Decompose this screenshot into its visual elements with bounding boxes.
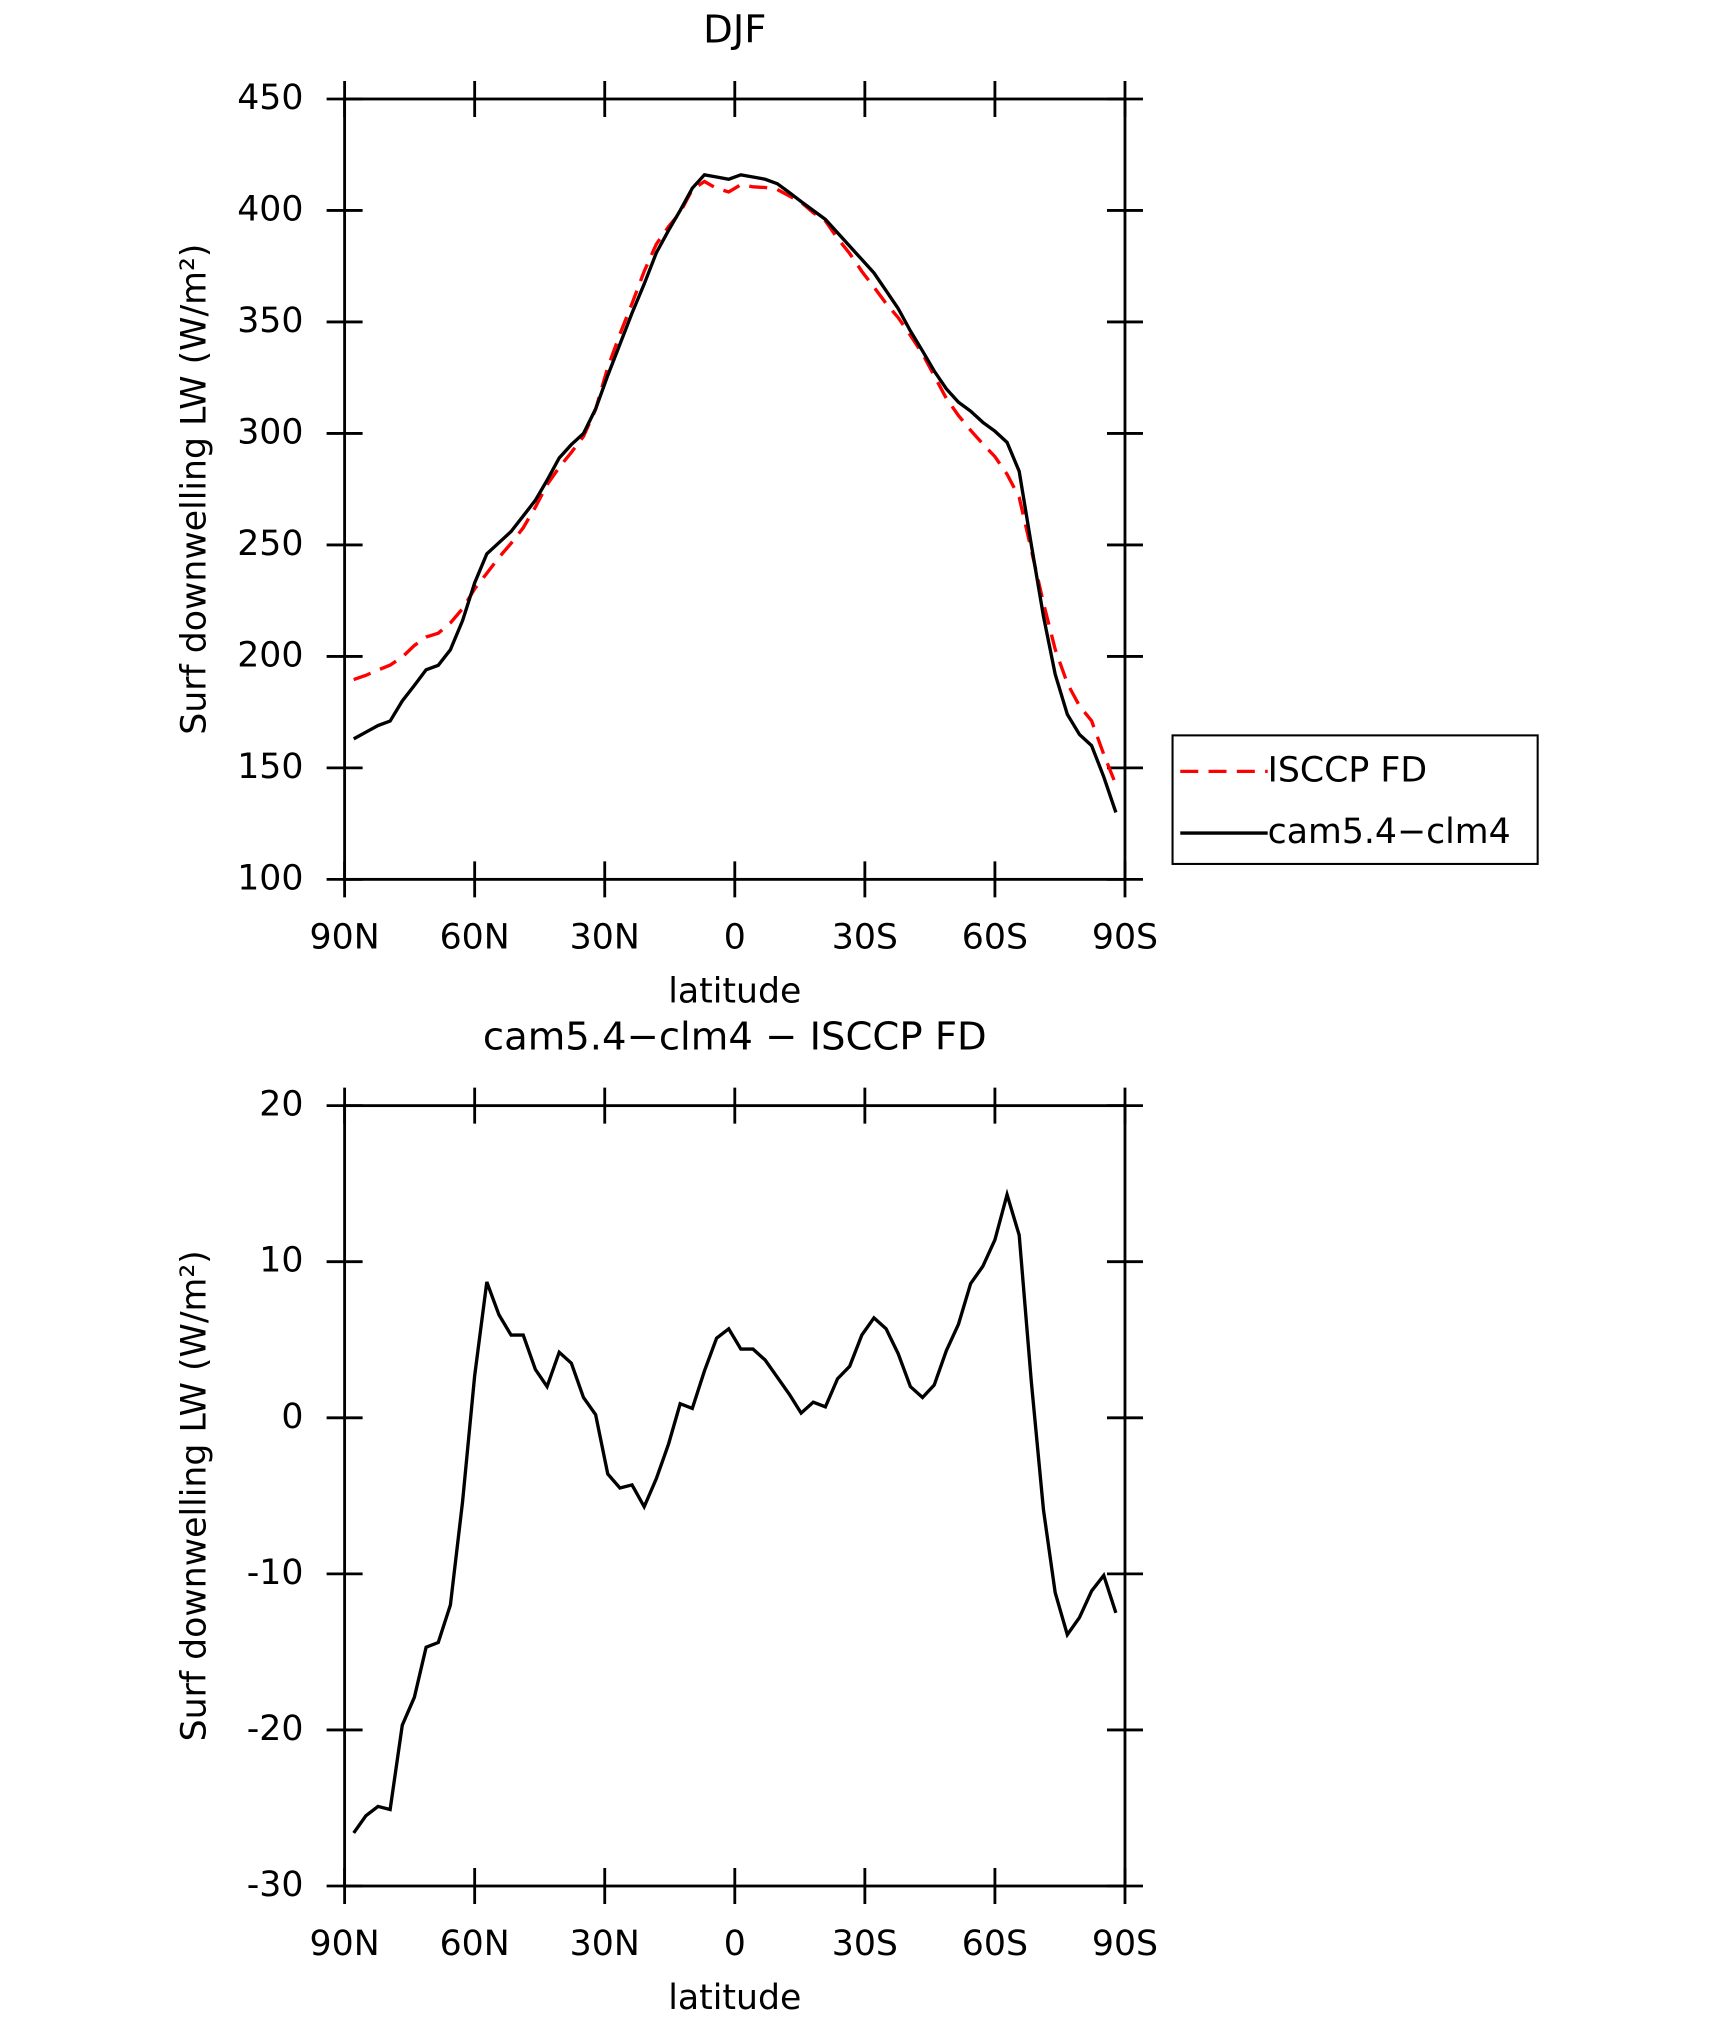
y-tick-label: -30 [247,1865,304,1905]
y-tick-label: -10 [247,1553,304,1593]
x-tick-label: 90N [310,918,380,958]
y-tick-label: 150 [237,747,303,787]
legend-label: ISCCP FD [1268,750,1427,790]
x-axis-label: latitude [668,1978,801,2018]
y-tick-label: 250 [237,524,303,564]
x-tick-label: 90N [310,1924,380,1964]
y-tick-label: 200 [237,635,303,675]
y-axis-label: Surf downwelling LW (W/m²) [174,244,214,735]
x-tick-label: 60S [962,918,1028,958]
y-tick-label: -20 [247,1709,304,1749]
data-line [353,179,1118,786]
x-axis-label: latitude [668,972,801,1012]
y-tick-label: 300 [237,412,303,452]
x-tick-label: 60S [962,1924,1028,1964]
x-tick-label: 60N [440,1924,510,1964]
chart-title: DJF [703,8,766,53]
y-tick-label: 10 [259,1241,303,1281]
x-tick-label: 30N [570,918,640,958]
chart-title: cam5.4−clm4 − ISCCP FD [483,1014,987,1059]
x-tick-label: 0 [724,1924,746,1964]
x-tick-label: 90S [1092,918,1158,958]
x-tick-label: 60N [440,918,510,958]
y-tick-label: 400 [237,189,303,229]
y-tick-label: 20 [259,1085,303,1125]
y-tick-label: 100 [237,858,303,898]
plot-frame [343,97,1127,881]
x-tick-label: 90S [1092,1924,1158,1964]
y-tick-label: 0 [281,1397,303,1437]
legend-box [1171,734,1539,865]
x-tick-label: 30S [832,1924,898,1964]
y-tick-label: 450 [237,78,303,118]
y-tick-label: 350 [237,301,303,341]
x-tick-label: 0 [724,918,746,958]
y-axis-label: Surf downwelling LW (W/m²) [174,1250,214,1741]
x-tick-label: 30S [832,918,898,958]
x-tick-label: 30N [570,1924,640,1964]
data-line [352,1188,1118,1834]
legend-label: cam5.4−clm4 [1268,812,1511,852]
data-line [352,172,1118,814]
